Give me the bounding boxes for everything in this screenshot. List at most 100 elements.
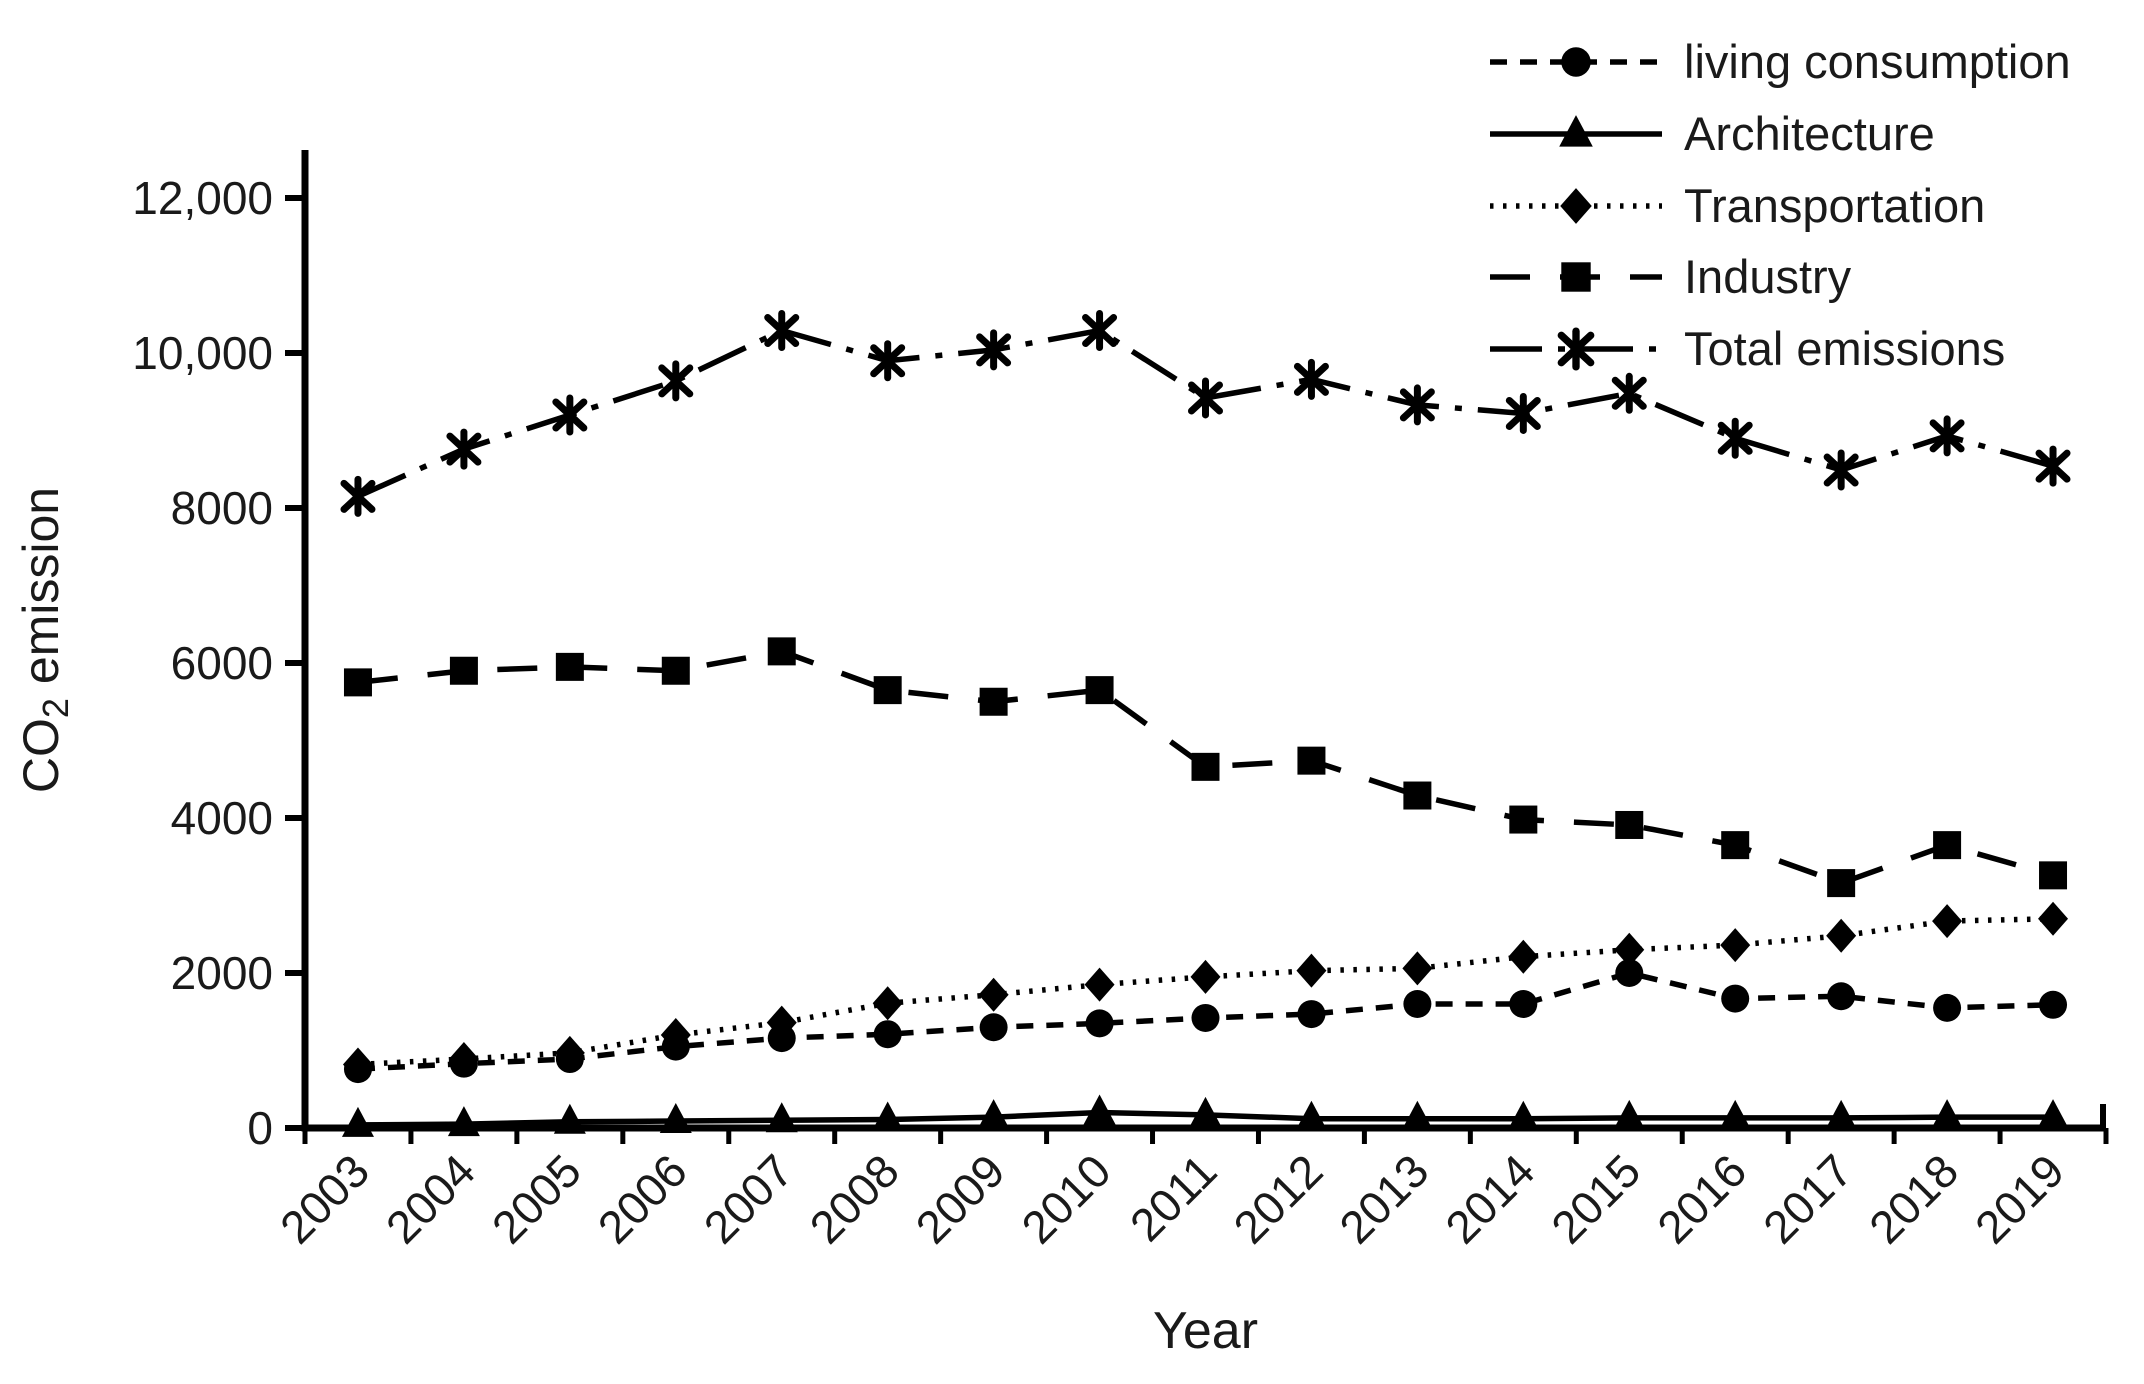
diamond-marker — [1084, 967, 1115, 1002]
star-marker — [340, 475, 376, 517]
square-marker — [1721, 831, 1750, 860]
diamond-marker — [766, 1005, 797, 1040]
diamond-marker — [1296, 953, 1327, 988]
triangle-marker — [765, 1102, 798, 1133]
series-industry — [343, 637, 2068, 898]
triangle-marker — [1719, 1099, 1752, 1130]
triangle-marker — [1825, 1099, 1858, 1130]
diamond-marker — [978, 977, 1009, 1012]
circle-marker — [1191, 1003, 1220, 1032]
square-marker — [1191, 752, 1220, 781]
triangle-marker — [1507, 1100, 1540, 1131]
triangle-marker — [977, 1099, 1010, 1130]
square-marker — [1615, 810, 1644, 839]
diamond-marker — [1402, 951, 1433, 986]
diamond-marker — [660, 1018, 691, 1052]
diamond-marker — [342, 1047, 373, 1082]
x-tick-label: 2010 — [1011, 1144, 1120, 1253]
diamond-marker — [872, 986, 903, 1021]
square-marker — [1509, 805, 1538, 834]
triangle-marker — [1189, 1096, 1222, 1127]
series-path — [357, 648, 2054, 887]
x-axis-title: Year — [1153, 1302, 1258, 1360]
y-tick-label: 2000 — [171, 947, 273, 999]
legend-label: Industry — [1684, 250, 1852, 303]
square-icon — [1561, 262, 1591, 292]
triangle-marker — [553, 1103, 586, 1134]
legend-item-total-emissions: Total emissions — [1490, 322, 2005, 375]
square-marker — [1085, 676, 1114, 705]
diamond-marker — [448, 1042, 479, 1077]
series-transportation — [342, 901, 2069, 1082]
y-tick-label: 10,000 — [132, 327, 273, 379]
star-marker — [764, 310, 800, 352]
square-marker — [767, 637, 796, 666]
legend-label: Architecture — [1684, 107, 1935, 160]
x-tick-label: 2006 — [588, 1144, 697, 1253]
star-icon — [1557, 327, 1595, 371]
series-architecture — [341, 1094, 2070, 1137]
diamond-marker — [1614, 932, 1645, 967]
triangle-icon — [1559, 115, 1593, 147]
square-marker — [555, 652, 584, 681]
x-tick-label: 2017 — [1753, 1144, 1862, 1253]
star-marker — [1082, 310, 1118, 352]
star-marker — [1399, 384, 1435, 426]
series-total-emissions — [340, 310, 2071, 517]
diamond-marker — [1932, 904, 1963, 939]
star-marker — [1188, 377, 1223, 419]
legend-label: Transportation — [1684, 179, 1985, 232]
y-tick-label: 0 — [247, 1102, 273, 1154]
series-lines — [340, 310, 2071, 1137]
diamond-marker — [554, 1035, 585, 1070]
star-marker — [1929, 415, 1965, 457]
x-tick-label: 2007 — [694, 1144, 803, 1253]
square-marker — [1933, 831, 1962, 860]
diamond-marker — [1720, 928, 1751, 963]
star-marker — [1293, 358, 1329, 400]
circle-marker — [873, 1020, 902, 1049]
circle-marker — [1403, 990, 1432, 1018]
triangle-marker — [2037, 1099, 2070, 1130]
star-marker — [658, 360, 694, 402]
series-living-consumption — [343, 959, 2068, 1084]
square-marker — [2039, 861, 2068, 890]
diamond-icon — [1560, 188, 1592, 224]
x-tick-label: 2016 — [1647, 1144, 1756, 1253]
square-marker — [661, 656, 690, 685]
square-marker — [1827, 869, 1856, 898]
star-marker — [446, 428, 482, 470]
square-marker — [449, 656, 478, 685]
legend-item-transportation: Transportation — [1490, 179, 1985, 232]
triangle-marker — [447, 1106, 480, 1137]
star-marker — [1823, 449, 1859, 491]
triangle-marker — [1931, 1099, 1964, 1130]
x-tick-label: 2005 — [482, 1144, 591, 1253]
circle-marker — [2039, 990, 2068, 1019]
square-marker — [1403, 781, 1432, 810]
star-marker — [976, 329, 1012, 371]
series-path — [357, 916, 2054, 1068]
square-marker — [343, 668, 372, 697]
x-tick-label: 2014 — [1435, 1144, 1544, 1253]
star-marker — [1505, 392, 1541, 434]
circle-icon — [1561, 47, 1591, 77]
triangle-marker — [1401, 1100, 1434, 1131]
circle-marker — [1085, 1009, 1114, 1038]
circle-marker — [1509, 990, 1538, 1018]
x-tick-label: 2004 — [376, 1144, 485, 1253]
x-tick-label: 2009 — [906, 1144, 1015, 1253]
x-tick-label: 2015 — [1541, 1144, 1650, 1253]
star-marker — [552, 394, 588, 436]
triangle-marker — [341, 1106, 374, 1137]
diamond-marker — [1190, 959, 1221, 994]
y-tick-label: 8000 — [171, 482, 273, 534]
triangle-marker — [1083, 1094, 1116, 1125]
y-axis-title: CO2 emission — [13, 487, 76, 793]
triangle-marker — [1613, 1099, 1646, 1130]
star-marker — [870, 340, 906, 382]
y-tick-label: 12,000 — [132, 172, 273, 224]
y-tick-label: 6000 — [171, 637, 273, 689]
x-tick-label: 2012 — [1223, 1144, 1332, 1253]
